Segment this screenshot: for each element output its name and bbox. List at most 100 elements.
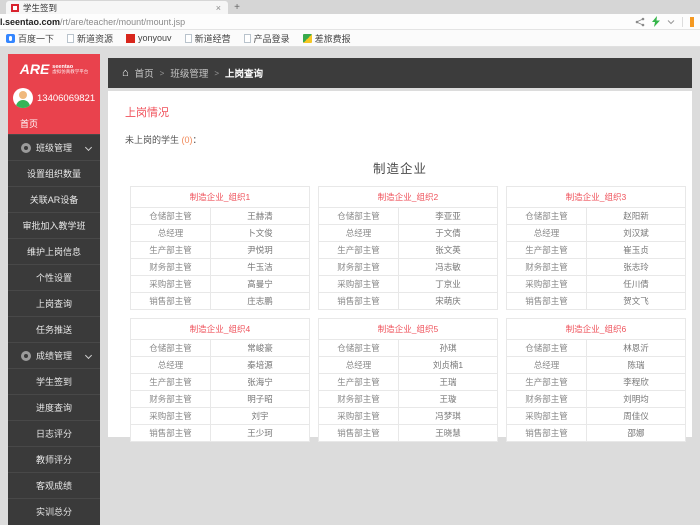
org-table-row: 财务部主管 明子昭 [131,390,309,407]
role-label: 采购部主管 [507,408,588,424]
org-table-row: 采购部主管 丁京业 [319,275,497,292]
avatar[interactable] [13,88,33,108]
chevron-down-icon[interactable] [667,19,675,25]
browser-extension-icon[interactable] [690,16,694,27]
url-domain: seentao.com [5,16,61,27]
org-table-title: 制造企业_组织2 [377,192,439,202]
role-label: 仓储部主管 [507,208,588,224]
org-table-row: 仓储部主管 林恩沂 [507,339,685,356]
url-field[interactable]: l. seentao.com/rt/are/teacher/mount/mount… [0,17,635,27]
sidebar-menu-item[interactable]: 设置组织数量 [8,160,100,186]
sidebar-menu-item[interactable]: 维护上岗信息 [8,238,100,264]
breadcrumb-home[interactable]: 首页 [134,69,154,80]
sidebar-header: ARE seentao 虚拟仿真教学平台 13406069821 首页 [8,54,100,134]
student-name: 陈瑞 [627,360,645,370]
student-name: 张文英 [435,245,461,255]
role-label: 总经理 [507,225,588,241]
bookmark-item[interactable]: 百度一下 [6,32,54,45]
role-label: 生产部主管 [319,242,400,258]
sidebar-menu-item[interactable]: 任务推送 [8,316,100,342]
student-name: 赵阳新 [623,211,649,221]
bookmarks-bar: 百度一下 新道资源 yonyouv 新道经营 产品登录 差旅费报 [0,30,700,47]
org-table-row: 总经理 于文倩 [319,224,497,241]
sidebar-menu-label: 日志评分 [35,429,72,439]
sidebar-menu-item[interactable]: 审批加入教学班 [8,212,100,238]
sidebar-menu-item[interactable]: 个性设置 [8,264,100,290]
role-label: 生产部主管 [319,374,400,390]
org-table-row: 采购部主管 刘宇 [131,407,309,424]
bookmark-label: 差旅费报 [314,33,351,44]
org-table-row: 仓储部主管 李亚亚 [319,207,497,224]
student-name: 牛玉洁 [247,262,273,272]
org-table-row: 采购部主管 周佳仪 [507,407,685,424]
role-label: 财务部主管 [507,391,588,407]
student-name: 周佳仪 [623,411,649,421]
role-label: 销售部主管 [319,425,400,441]
student-name: 明子昭 [247,394,273,404]
sidebar-menu-label: 设置组织数量 [26,169,81,179]
logo-tagline: 虚拟仿真教学平台 [52,68,89,74]
not-on-duty-label: 未上岗的学生 [125,135,180,145]
role-label: 销售部主管 [131,293,212,309]
sidebar-menu-label: 班级管理 [36,143,73,153]
role-label: 采购部主管 [319,276,400,292]
role-label: 仓储部主管 [131,340,212,356]
student-name: 张海宁 [247,377,273,387]
bookmark-item[interactable]: 新道资源 [67,32,113,45]
bookmark-item[interactable]: 新道经营 [184,32,231,45]
user-profile[interactable]: 13406069821 [8,84,100,112]
org-tables-grid: 制造企业_组织1 仓储部主管 王赫清 总经理 [130,186,686,442]
yonyou-icon [126,33,136,43]
page-icon [243,33,251,43]
org-table-row: 销售部主管 王晓慧 [319,424,497,441]
sidebar-menu-label: 教师评分 [35,455,72,465]
breadcrumb-class-manage[interactable]: 班级管理 [170,69,209,80]
org-table-title: 制造企业_组织1 [189,192,251,202]
new-tab-button[interactable]: + [234,2,240,13]
sidebar-menu-item[interactable]: 教师评分 [8,446,100,472]
bookmark-item[interactable]: yonyouv [126,33,172,43]
sidebar-menu-item[interactable]: 上岗查询 [8,290,100,316]
sidebar-menu-item[interactable]: 客观成绩 [8,472,100,498]
role-label: 总经理 [319,225,400,241]
browser-tab[interactable]: 学生签到 × [6,1,228,14]
browser-tab-bar: 学生签到 × + [0,0,700,14]
role-label: 生产部主管 [507,374,588,390]
sidebar-menu-item[interactable]: 成绩管理 [8,342,100,368]
org-table-row: 销售部主管 贺文飞 [507,292,685,309]
sidebar-menu-label: 客观成绩 [35,481,72,491]
grade-manage-icon [21,350,31,361]
share-icon[interactable] [635,17,645,27]
lightning-icon[interactable] [652,16,660,27]
tab-close-icon[interactable]: × [215,2,221,13]
bookmark-item[interactable]: 差旅费报 [302,32,351,45]
student-name: 冯志敏 [435,262,461,272]
role-label: 采购部主管 [507,276,588,292]
role-label: 总经理 [131,225,212,241]
sidebar-menu-item[interactable]: 关联AR设备 [8,186,100,212]
class-manage-icon [21,142,31,153]
role-label: 总经理 [319,357,400,373]
bookmark-item[interactable]: 产品登录 [243,32,290,45]
sidebar-item-home[interactable]: 首页 [20,118,39,129]
role-label: 总经理 [507,357,588,373]
org-table: 制造企业_组织2 仓储部主管 李亚亚 总经理 [318,186,498,310]
student-name: 贺文飞 [623,296,649,306]
address-bar-icons [635,16,700,27]
sidebar-menu-label: 个性设置 [35,273,72,283]
org-table-row: 生产部主管 张海宁 [131,373,309,390]
home-icon: ⌂ [122,66,129,79]
sidebar-menu-item[interactable]: 实训总分 [8,498,100,524]
page-title: 上岗情况 [125,107,169,119]
sidebar-menu-item[interactable]: 学生签到 [8,368,100,394]
content-panel: 上岗情况 未上岗的学生 (0)： 制造企业 制造企业_组织1 仓储部主管 [108,91,692,442]
sidebar-menu-item[interactable]: 班级管理 [8,134,100,160]
travel-icon [302,33,312,43]
app-logo: ARE seentao 虚拟仿真教学平台 [8,54,100,84]
not-on-duty-line: 未上岗的学生 (0)： [108,120,692,146]
role-label: 销售部主管 [507,425,588,441]
role-label: 仓储部主管 [319,208,400,224]
org-table-row: 销售部主管 邵娜 [507,424,685,441]
sidebar-menu-item[interactable]: 进度查询 [8,394,100,420]
sidebar-menu-item[interactable]: 日志评分 [8,420,100,446]
